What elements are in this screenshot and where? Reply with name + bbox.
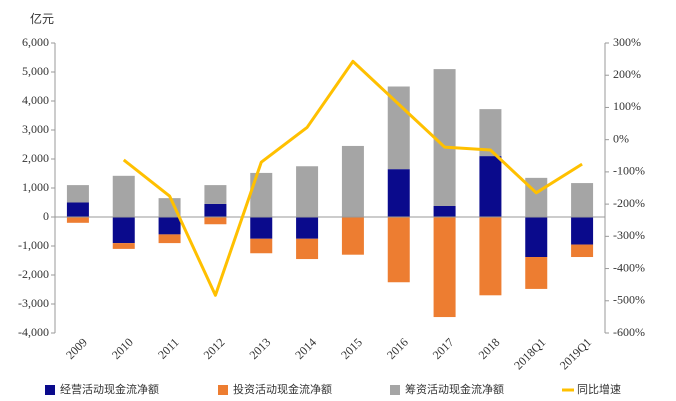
line (122, 59, 583, 297)
x-tick-label: 2013 (246, 335, 273, 362)
bar (433, 205, 456, 217)
x-tick-label: 2019Q1 (557, 335, 594, 372)
y2-tick-label: 100% (613, 99, 641, 113)
y-axis-title: 亿元 (30, 11, 54, 26)
bar (571, 183, 594, 217)
y-tick-label: -3,000 (18, 296, 49, 310)
y2-tick-label: -600% (613, 325, 645, 339)
bar (571, 244, 594, 258)
bar (250, 217, 273, 239)
bar (479, 109, 502, 157)
x-tick-label: 2018Q1 (511, 335, 548, 372)
bar (479, 156, 502, 217)
y-tick-label: 0 (43, 209, 49, 223)
y2-tick-label: -500% (613, 293, 645, 307)
y-tick-label: 5,000 (22, 64, 49, 78)
bar (158, 217, 181, 235)
bar (479, 217, 502, 296)
legend-label: 筹资活动现金流净额 (405, 382, 504, 396)
x-tick-label: 2015 (338, 335, 365, 362)
bar (112, 243, 135, 249)
legend-label: 投资活动现金流净额 (233, 382, 332, 396)
y-tick-label: -4,000 (18, 325, 49, 339)
y-tick-label: 1,000 (22, 180, 49, 194)
bar (296, 217, 319, 239)
y-tick-label: 2,000 (22, 151, 49, 165)
y2-tick-label: 0% (613, 131, 629, 145)
y2-tick-label: 300% (613, 35, 641, 49)
bar (387, 169, 410, 217)
x-tick-label: 2012 (201, 335, 228, 362)
bar (66, 202, 89, 217)
legend-label: 经营活动现金流净额 (60, 382, 159, 396)
legend-swatch (45, 385, 55, 395)
bar (66, 185, 89, 203)
bar (204, 203, 227, 217)
y2-tick-label: -200% (613, 196, 645, 210)
legend-swatch (390, 385, 400, 395)
y-tick-label: 6,000 (22, 35, 49, 49)
bar (112, 217, 135, 244)
bar (571, 217, 594, 245)
y2-tick-label: -300% (613, 228, 645, 242)
bar (433, 217, 456, 318)
bar (341, 145, 364, 217)
y-tick-label: 4,000 (22, 93, 49, 107)
legend-swatch (218, 385, 228, 395)
y2-tick-label: 200% (613, 67, 641, 81)
bar (387, 86, 410, 170)
x-tick-label: 2009 (63, 335, 90, 362)
x-tick-label: 2014 (292, 335, 319, 362)
bar (204, 217, 227, 225)
bar (250, 238, 273, 254)
x-tick-label: 2018 (476, 335, 503, 362)
bar (433, 69, 456, 206)
bar (204, 185, 227, 204)
y-tick-label: -2,000 (18, 267, 49, 281)
bar (525, 257, 548, 289)
bar (158, 234, 181, 244)
bar (250, 172, 273, 217)
bar (525, 217, 548, 258)
bar (296, 238, 319, 260)
x-tick-label: 2017 (430, 335, 457, 362)
legend-label: 同比增速 (577, 382, 621, 396)
y2-tick-label: -400% (613, 260, 645, 274)
y-tick-label: -1,000 (18, 238, 49, 252)
bar (296, 166, 319, 217)
x-tick-label: 2011 (155, 335, 182, 362)
bar (158, 198, 181, 217)
bar (112, 175, 135, 217)
bar (66, 217, 89, 223)
bar (341, 217, 364, 255)
x-tick-label: 2010 (109, 335, 136, 362)
y-tick-label: 3,000 (22, 122, 49, 136)
bar (387, 217, 410, 283)
x-tick-label: 2016 (384, 335, 411, 362)
y2-tick-label: -100% (613, 164, 645, 178)
